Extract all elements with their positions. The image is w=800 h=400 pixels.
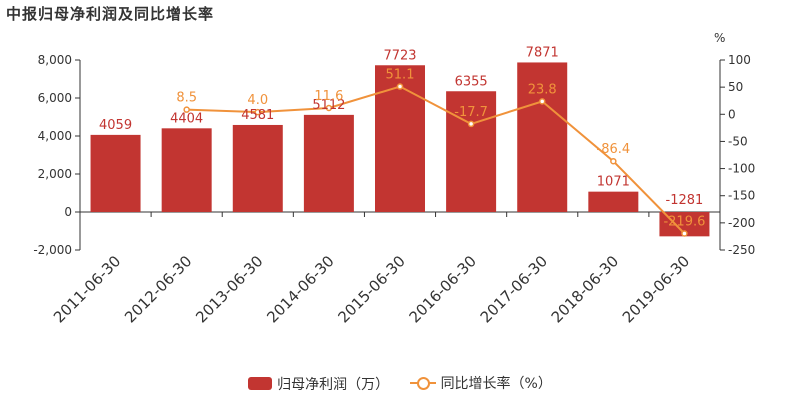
bar-data-label: 1071 — [597, 175, 630, 190]
legend-item-profit[interactable]: 归母净利润（万） — [248, 374, 389, 394]
growth-data-label: -86.4 — [597, 142, 631, 157]
legend-label-profit: 归母净利润（万） — [277, 376, 390, 393]
x-tick-label: 2013-06-30 — [192, 252, 266, 326]
growth-data-label: 11.6 — [314, 89, 343, 104]
growth-line — [186, 85, 686, 235]
x-tick-label: 2016-06-30 — [406, 252, 480, 326]
x-tick-label: 2017-06-30 — [477, 252, 551, 326]
legend-line-swatch — [409, 376, 436, 390]
y-right-tick-label: -200 — [728, 216, 755, 230]
bar-data-label: 5112 — [312, 98, 345, 113]
growth-data-label: -219.6 — [663, 214, 705, 229]
growth-data-label: -17.7 — [454, 105, 488, 120]
y-left-tick-label: 6,000 — [38, 91, 72, 105]
legend-bar-swatch — [248, 377, 273, 390]
bar — [517, 62, 568, 212]
bar — [588, 191, 639, 212]
x-tick-label: 2011-06-30 — [50, 252, 124, 326]
y-right-tick-label: 100 — [728, 53, 751, 67]
bar — [161, 128, 212, 212]
bar-data-label: -1281 — [666, 193, 704, 208]
growth-point — [325, 104, 333, 112]
growth-data-label: 23.8 — [528, 82, 557, 97]
y-right-tick-label: 0 — [728, 107, 736, 121]
x-tick-label: 2015-06-30 — [334, 252, 408, 326]
y-right-tick-label: -100 — [728, 162, 755, 176]
growth-data-label: 4.0 — [247, 93, 268, 108]
y-right-tick-label: -150 — [728, 189, 755, 203]
legend-label-growth: 同比增长率（%） — [440, 376, 552, 392]
growth-data-label: 51.1 — [386, 68, 415, 83]
x-tick-label: 2018-06-30 — [548, 252, 622, 326]
y-left-tick-label: 8,000 — [38, 53, 72, 67]
bar — [90, 134, 141, 212]
y-right-unit: % — [714, 31, 725, 45]
bar-data-label: 6355 — [455, 74, 488, 89]
x-tick-label: 2014-06-30 — [263, 252, 337, 326]
bar-data-label: 7723 — [383, 48, 416, 63]
bar-data-label: 7871 — [526, 45, 559, 60]
bar — [232, 124, 283, 212]
chart-title: 中报归母净利润及同比增长率 — [6, 5, 215, 23]
x-tick-label: 2019-06-30 — [619, 252, 693, 326]
y-right-tick-label: 50 — [728, 80, 743, 94]
bar — [303, 114, 354, 212]
growth-point — [183, 106, 190, 113]
y-left-tick-label: 4,000 — [38, 129, 72, 143]
growth-data-label: 8.5 — [176, 91, 197, 106]
bar-data-label: 4059 — [99, 118, 132, 133]
x-tick-label: 2012-06-30 — [121, 252, 195, 326]
y-right-tick-label: -50 — [728, 134, 748, 148]
y-left-tick-label: 2,000 — [38, 167, 72, 181]
bar-data-label: 4581 — [241, 108, 274, 123]
growth-point — [396, 83, 404, 90]
growth-point — [610, 157, 617, 165]
growth-point — [681, 230, 688, 237]
y-left-tick-label: -2,000 — [33, 243, 72, 257]
legend-item-growth[interactable]: 同比增长率（%） — [409, 373, 552, 393]
bar-data-label: 4404 — [170, 111, 203, 126]
growth-point — [538, 98, 546, 105]
y-left-tick-label: 0 — [64, 205, 72, 219]
growth-point — [467, 120, 475, 128]
growth-point — [254, 108, 262, 116]
y-right-tick-label: -250 — [728, 243, 755, 257]
bar — [446, 91, 497, 212]
chart-svg: -2,000 0 2,000 4,000 6,000 8,000 -250 -200 -150 -… — [33, 31, 755, 326]
legend: 归母净利润（万） 同比增长率（%） — [0, 373, 800, 394]
